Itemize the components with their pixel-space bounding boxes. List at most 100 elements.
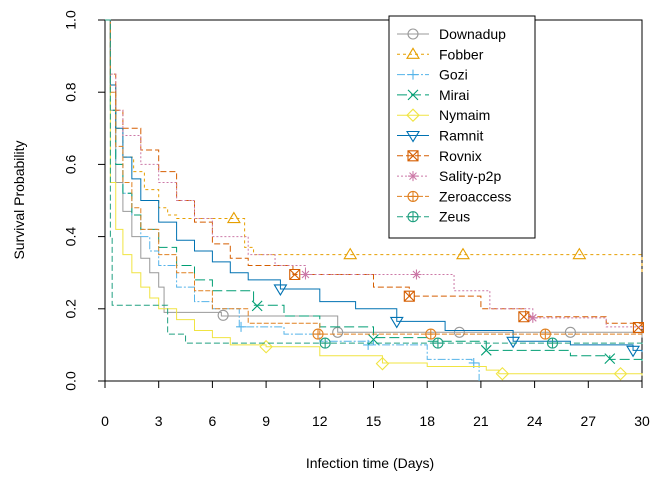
series-line-fobber	[105, 19, 643, 273]
x-tick-label: 27	[581, 413, 597, 429]
data-point-sality-p2p	[411, 269, 422, 280]
legend-entry: Gozi	[397, 67, 468, 83]
series-lines	[105, 19, 644, 381]
data-point-nymaim	[613, 367, 628, 381]
series-rovnix	[105, 19, 644, 334]
legend-entry: Zeroaccess	[397, 188, 511, 204]
legend-marker	[406, 47, 420, 59]
legend-entry: Ramnit	[397, 128, 483, 144]
legend-entry: Mirai	[397, 87, 469, 103]
series-line-ramnit	[105, 19, 643, 353]
x-tick-label: 18	[419, 413, 435, 429]
series-line-downadup	[105, 19, 643, 338]
data-point-sality-p2p	[300, 269, 311, 280]
legend-entry: Downadup	[397, 26, 506, 42]
legend-marker	[408, 171, 418, 182]
data-point-rovnix	[289, 268, 301, 281]
legend-entry: Sality-p2p	[397, 168, 501, 184]
data-point-gozi	[363, 339, 374, 350]
legend-entry: Rovnix	[397, 148, 482, 164]
data-point-fobber	[343, 247, 358, 260]
series-line-nymaim	[105, 19, 643, 376]
x-axis-label: Infection time (Days)	[306, 455, 434, 471]
series-line-zeroaccess	[105, 19, 642, 335]
legend-label: Zeroaccess	[439, 188, 511, 204]
data-point-fobber	[456, 247, 470, 260]
x-tick-label: 0	[101, 413, 109, 429]
data-point-ramnit	[389, 316, 404, 329]
data-point-ramnit	[506, 336, 521, 349]
x-tick-label: 9	[262, 413, 270, 429]
legend-marker	[408, 69, 418, 80]
y-tick-label: 0.4	[63, 227, 79, 247]
series-ramnit	[105, 19, 643, 358]
series-fobber	[105, 19, 643, 273]
data-point-zeroaccess	[312, 328, 324, 340]
y-axis-label: Survival Probability	[11, 140, 27, 259]
legend-marker	[407, 211, 419, 223]
data-point-zeus	[319, 337, 331, 349]
legend-marker	[407, 190, 419, 202]
legend-label: Zeus	[439, 209, 470, 225]
data-point-fobber	[572, 247, 587, 260]
series-line-zeus	[105, 19, 643, 345]
legend: Downadup Fobber Gozi Mirai Nymaim Ramnit Rovni…	[388, 15, 536, 239]
y-tick-label: 0.8	[63, 82, 79, 102]
x-tick-label: 6	[209, 413, 217, 429]
data-point-zeroaccess	[539, 328, 551, 340]
series-line-rovnix	[105, 19, 643, 328]
data-point-sality-p2p	[527, 312, 538, 323]
series-downadup	[105, 19, 643, 338]
series-nymaim	[105, 19, 643, 381]
y-tick-label: 0.0	[63, 371, 79, 391]
series-gozi	[105, 19, 480, 381]
legend-marker	[407, 150, 419, 162]
data-point-downadup	[564, 326, 576, 338]
y-tick-label: 0.2	[63, 299, 79, 319]
legend-label: Gozi	[439, 67, 468, 83]
legend-marker	[406, 130, 420, 143]
data-point-mirai	[604, 353, 616, 365]
legend-marker	[406, 108, 420, 122]
legend-label: Sality-p2p	[439, 168, 501, 184]
data-point-mirai	[480, 344, 492, 356]
series-line-gozi	[105, 19, 480, 381]
series-zeus	[105, 19, 643, 349]
legend-label: Rovnix	[439, 148, 482, 164]
data-point-nymaim	[495, 367, 510, 381]
x-tick-label: 21	[473, 413, 489, 429]
y-tick-label: 0.6	[63, 154, 79, 174]
y-tick-label: 1.0	[63, 10, 79, 30]
legend-entry: Fobber	[397, 46, 484, 62]
data-point-zeroaccess	[425, 328, 437, 340]
data-point-nymaim	[259, 339, 273, 354]
legend-label: Fobber	[439, 46, 484, 62]
data-point-gozi	[236, 321, 247, 332]
data-point-zeus	[546, 337, 559, 349]
legend-entry: Zeus	[397, 209, 470, 225]
series-sality-p2p	[105, 19, 643, 331]
legend-marker	[407, 89, 419, 101]
data-point-ramnit	[273, 284, 288, 297]
data-point-mirai	[251, 300, 263, 312]
data-point-downadup	[453, 326, 465, 338]
x-tick-label: 15	[366, 413, 382, 429]
x-tick-label: 3	[155, 413, 163, 429]
data-point-downadup	[217, 309, 229, 321]
legend-label: Nymaim	[439, 107, 490, 123]
series-zeroaccess	[105, 19, 642, 340]
data-point-rovnix	[403, 290, 415, 302]
x-tick-label: 12	[312, 413, 328, 429]
x-tick-label: 30	[634, 413, 650, 429]
legend-marker	[407, 28, 419, 40]
data-point-fobber	[226, 211, 241, 224]
axes: 0 3 6 9 12 15 18 21 24 27 30 0.0 0.2 0.4 0.6 0.8 1.0	[63, 10, 650, 429]
legend-entry: Nymaim	[397, 107, 490, 123]
data-point-zeus	[432, 337, 444, 349]
series-line-mirai	[105, 19, 643, 363]
data-point-nymaim	[375, 356, 390, 371]
legend-label: Ramnit	[439, 128, 483, 144]
legend-label: Mirai	[439, 87, 469, 103]
